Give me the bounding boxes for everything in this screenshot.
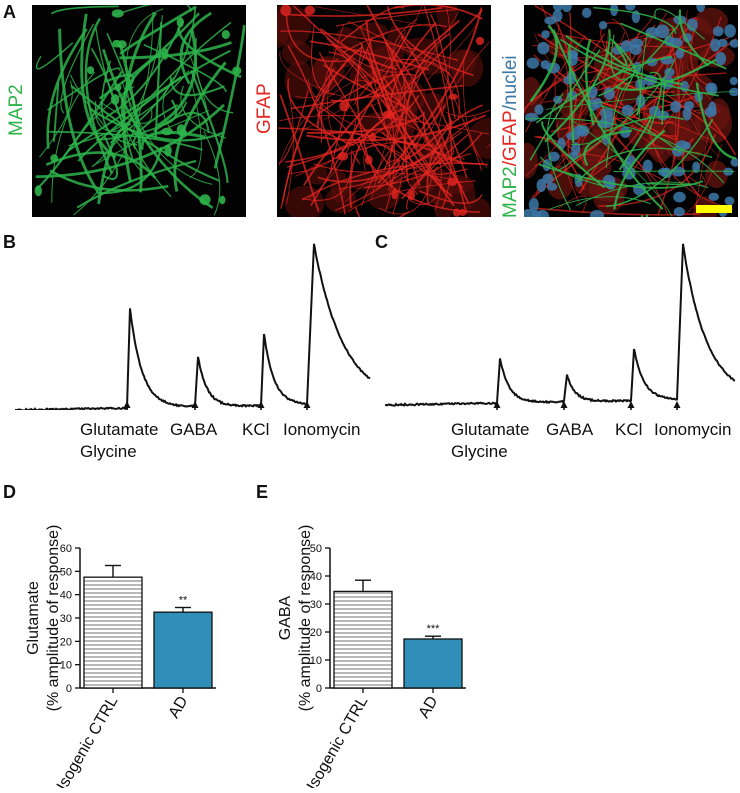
map2-micrograph <box>32 5 246 217</box>
trace-b-label-ionomycin: Ionomycin <box>283 420 361 439</box>
merge-label-gfap: GFAP <box>500 110 521 161</box>
chart-d: 0 10 20 30 40 50 60 Glutamate (% amplitude of re… <box>0 488 250 793</box>
merge-label-sep2: / <box>500 105 521 111</box>
significance-marker: ** <box>179 595 188 607</box>
gfap-micrograph <box>277 5 491 217</box>
trace-c-label-glutamate: Glutamate <box>451 420 530 439</box>
merge-label-map2: MAP2 <box>500 166 521 218</box>
category-label: Isogenic CTRL <box>54 693 122 788</box>
trace-b-label-gaba: GABA <box>170 420 218 439</box>
calcium-trace-b <box>14 240 375 418</box>
trace-c-line <box>384 243 736 407</box>
scale-bar <box>696 205 732 213</box>
trace-b-line <box>14 243 371 412</box>
y-tick-label: 10 <box>60 660 72 672</box>
trace-c-label-ionomycin: Ionomycin <box>654 420 732 439</box>
y-tick-label: 50 <box>310 543 322 555</box>
y-tick-label: 60 <box>60 543 72 555</box>
stimulus-arrowhead <box>303 401 311 408</box>
stimulus-arrowhead <box>673 401 681 408</box>
map2-label: MAP2 <box>6 84 27 136</box>
y-axis-label-line1: GABA <box>277 595 294 640</box>
y-tick-label: 20 <box>60 636 72 648</box>
y-tick-label: 30 <box>310 599 322 611</box>
trace-c-label-kcl: KCl <box>615 420 643 439</box>
y-tick-label: 30 <box>60 613 72 625</box>
stimulus-arrowhead <box>560 401 568 408</box>
stimulus-arrowhead <box>257 401 265 408</box>
y-axis-label-line2: (% amplitude of response) <box>297 525 314 712</box>
bar-ad <box>153 611 213 689</box>
significance-marker: *** <box>427 623 441 635</box>
y-tick-label: 0 <box>316 683 322 695</box>
stimulus-arrowhead <box>627 401 635 408</box>
trace-c-label-gaba: GABA <box>546 420 594 439</box>
category-label: AD <box>166 694 192 722</box>
y-tick-label: 20 <box>310 627 322 639</box>
panel-letter-c: C <box>375 232 388 252</box>
gfap-label: GFAP <box>254 83 275 134</box>
panel-letter-e: E <box>256 482 269 502</box>
panel-letter-d: D <box>3 482 16 502</box>
merge-label-sep1: / <box>500 160 521 167</box>
trace-b-label-kcl: KCl <box>242 420 270 439</box>
bar-ctrl <box>333 590 393 689</box>
panel-letter-b: B <box>3 232 16 252</box>
merge-label: MAP2/GFAP/nuclei <box>500 55 522 218</box>
y-tick-label: 50 <box>60 566 72 578</box>
trace-b-label-glycine: Glycine <box>80 442 137 461</box>
stimulus-arrowhead <box>123 401 131 408</box>
merge-label-nuclei: nuclei <box>500 55 521 105</box>
y-tick-label: 0 <box>66 683 72 695</box>
panel-letter-a: A <box>3 2 16 22</box>
trace-b-label-glutamate: Glutamate <box>80 420 159 439</box>
y-axis-label-line2: (% amplitude of response) <box>45 525 62 712</box>
y-tick-label: 40 <box>60 590 72 602</box>
calcium-trace-c <box>384 240 740 418</box>
bar-ad <box>403 638 463 689</box>
trace-c-label-glycine: Glycine <box>451 442 508 461</box>
chart-e: 0 10 20 30 40 50 GABA (% amplitude of response)… <box>258 488 508 793</box>
merge-micrograph <box>524 5 738 217</box>
y-tick-label: 40 <box>310 571 322 583</box>
y-axis-label-line1: Glutamate <box>25 581 42 655</box>
y-tick-label: 10 <box>310 655 322 667</box>
bar-ctrl <box>83 576 143 689</box>
category-label: AD <box>416 694 442 722</box>
stimulus-arrowhead <box>493 401 501 408</box>
stimulus-arrowhead <box>191 401 199 408</box>
